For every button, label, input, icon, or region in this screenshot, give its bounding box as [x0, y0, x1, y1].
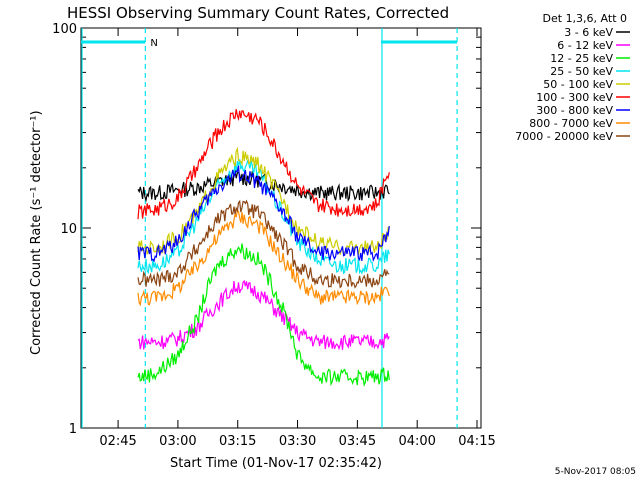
x-tick-label: 02:45 [99, 434, 136, 449]
legend-label: 800 - 7000 keV [529, 117, 613, 130]
series-lines [137, 109, 390, 387]
legend-label: 50 - 100 keV [543, 78, 613, 91]
chart-title: HESSI Observing Summary Count Rates, Cor… [67, 4, 449, 22]
series-line-6-12-kev [137, 279, 390, 351]
x-tick-label: 03:00 [159, 434, 196, 449]
x-axis-label: Start Time (01-Nov-17 02:35:42) [170, 456, 382, 471]
x-tick-label: 03:45 [339, 434, 376, 449]
y-tick-label: 100 [52, 22, 77, 37]
y-tick-label: 10 [60, 222, 77, 237]
series-line-25-50-kev [137, 158, 390, 275]
series-line-100-300-kev [137, 109, 390, 220]
night-label: N [150, 38, 157, 49]
legend-label: 25 - 50 keV [550, 65, 613, 78]
legend-label: 100 - 300 keV [536, 91, 613, 104]
x-tick-label: 04:00 [398, 434, 435, 449]
legend-label: 7000 - 20000 keV [515, 130, 613, 143]
orbit-markers: N [81, 28, 458, 428]
axis-ticks: 02:45 03:00 03:15 03:30 03:45 04:00 04:15 1 10 10… [52, 22, 496, 449]
series-line-800-7000-kev [137, 209, 390, 307]
x-tick-label: 04:15 [458, 434, 495, 449]
series-line-50-100-kev [137, 146, 390, 256]
legend-label: 6 - 12 keV [557, 39, 613, 52]
series-line-12-25-kev [137, 243, 390, 387]
y-tick-label: 1 [69, 422, 77, 437]
x-tick-label: 03:30 [279, 434, 316, 449]
legend-label: 300 - 800 keV [536, 104, 613, 117]
x-tick-label: 03:15 [219, 434, 256, 449]
series-line-300-800-kev [137, 165, 390, 263]
plot-frame [80, 27, 482, 429]
y-axis-label: Corrected Count Rate (s⁻¹ detector⁻¹) [29, 110, 44, 355]
series-line-7000-20000-kev [137, 199, 390, 289]
legend-header: Det 1,3,6, Att 0 [543, 12, 627, 25]
legend-label: 3 - 6 keV [564, 26, 613, 39]
legend-label: 12 - 25 keV [550, 52, 613, 65]
footer-date: 5-Nov-2017 08:05 [555, 467, 636, 477]
